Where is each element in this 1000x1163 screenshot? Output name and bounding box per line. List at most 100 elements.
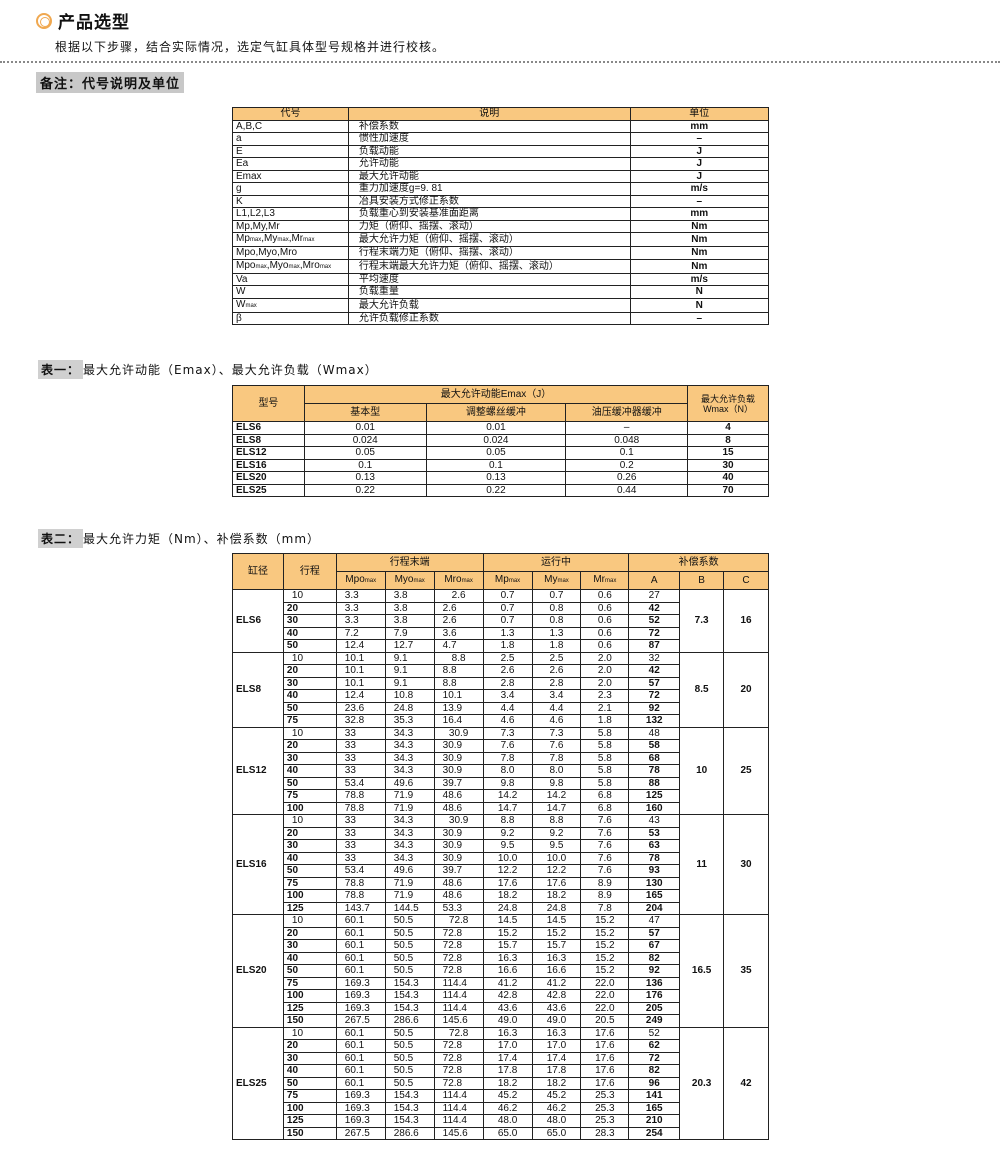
value-cell: 72.8 — [433, 964, 484, 978]
code-cell: Emax — [232, 169, 349, 183]
value-cell: 48 — [628, 726, 681, 740]
coefficient-b-cell: 11 — [679, 814, 725, 915]
value-cell: 24.8 — [531, 901, 582, 915]
value-cell: 15.2 — [580, 951, 630, 965]
table-row: Va 平均速度 m/s — [232, 272, 770, 286]
unit-cell: Nm — [629, 258, 770, 274]
value-cell: 4.4 — [482, 701, 533, 715]
stroke-cell: 10 — [282, 726, 337, 740]
column-header: Mymax — [531, 571, 582, 590]
value-cell: 9.5 — [531, 839, 582, 853]
table-row: 75 169.3 154.3 114.4 45.2 45.2 25.3 141 — [233, 1089, 769, 1103]
caption-text: 最大允许动能（Emax）、最大允许负载（Wmax） — [83, 363, 378, 377]
value-cell: 286.6 — [384, 1014, 435, 1028]
dotted-divider — [0, 61, 1000, 63]
value-cell: 33 — [335, 764, 386, 778]
model-cell: ELS16 — [232, 458, 305, 472]
value-cell: 0.22 — [425, 483, 567, 497]
value-cell: 18.2 — [482, 1076, 533, 1090]
stroke-cell: 100 — [282, 989, 337, 1003]
table-row: Ea 允许动能 J — [232, 157, 770, 171]
table-row: 125 169.3 154.3 114.4 43.6 43.6 22.0 205 — [233, 1001, 769, 1015]
value-cell: 0.024 — [303, 433, 427, 447]
value-cell: 33 — [335, 726, 386, 740]
description-cell: 平均速度 — [347, 272, 631, 286]
unit-cell: Nm — [629, 219, 770, 233]
value-cell: 3.8 — [384, 601, 435, 615]
value-cell: 12.2 — [531, 864, 582, 878]
model-cell: ELS12 — [232, 446, 305, 460]
value-cell: 7.3 — [531, 726, 582, 740]
value-cell: 7.3 — [482, 726, 533, 740]
value-cell: 144.5 — [384, 901, 435, 915]
code-cell: Wmax — [232, 297, 349, 313]
code-text: Ea — [236, 158, 249, 170]
table-row: ELS16 10 33 34.3 30.9 8.8 8.8 7.6 43 11 30 — [232, 814, 769, 915]
description-cell: 负载重心到安装基准面距离 — [347, 207, 631, 221]
value-cell: 48.6 — [433, 876, 484, 890]
value-cell: 7.6 — [580, 814, 630, 828]
table-row: 20 60.1 50.5 72.8 15.2 15.2 15.2 57 — [233, 926, 769, 940]
value-cell: 6.8 — [580, 801, 630, 815]
value-cell: 14.7 — [482, 801, 533, 815]
value-cell: 136 — [628, 976, 681, 990]
value-cell: 169.3 — [335, 989, 386, 1003]
code-text: Mr — [593, 574, 606, 585]
value-cell: 7.2 — [335, 626, 386, 640]
value-cell: 205 — [628, 1001, 681, 1015]
stroke-cell: 150 — [282, 1126, 337, 1140]
code-text: Mp — [494, 574, 509, 585]
value-cell: 43.6 — [531, 1001, 582, 1015]
value-cell: 5.8 — [580, 764, 630, 778]
stroke-cell: 10 — [282, 589, 337, 603]
code-cell: Va — [232, 272, 349, 286]
value-cell: 7.6 — [580, 864, 630, 878]
value-cell: 12.2 — [482, 864, 533, 878]
value-cell: 114.4 — [433, 989, 484, 1003]
stroke-cell: 125 — [282, 1114, 337, 1128]
value-cell: 32 — [628, 651, 681, 665]
code-text: Mro — [444, 574, 462, 585]
description-cell: 力矩（俯仰、摇摆、滚动） — [347, 219, 631, 233]
value-cell: 10.0 — [482, 851, 533, 865]
value-cell: 5.8 — [580, 726, 630, 740]
intro-text: 根据以下步骤，结合实际情况，选定气缸具体型号规格并进行校核。 — [55, 40, 446, 54]
value-cell: 30.9 — [433, 726, 484, 740]
code-text: ,Mr — [288, 233, 304, 244]
section-title: 产品选型 — [36, 8, 130, 33]
value-cell: 49.6 — [384, 864, 435, 878]
codes-table: 代号 说明 单位 A,B,C 补偿系数 mm a 惯性加速度 – E 负载动能 J Ea 允许动能 J… — [232, 107, 770, 325]
value-cell: 5.8 — [580, 776, 630, 790]
column-header: 说明 — [347, 107, 631, 121]
code-text: ,Myo — [266, 259, 289, 271]
code-text: β — [236, 312, 242, 324]
table-row: Mpmax,Mymax,Mrmax 最大允许力矩（俯仰、摇摆、滚动） Nm — [232, 232, 770, 247]
value-cell: 169.3 — [335, 1101, 386, 1115]
value-cell: 87 — [628, 639, 681, 653]
column-header: Mromax — [433, 571, 484, 590]
stroke-cell: 75 — [282, 714, 337, 728]
value-cell: 114.4 — [433, 976, 484, 990]
value-cell: 16.3 — [531, 1026, 582, 1040]
value-cell: 15.2 — [482, 926, 533, 940]
description-cell: 最大允许负载 — [347, 297, 631, 313]
code-text: ,Mro — [299, 259, 320, 271]
value-cell: 78.8 — [335, 889, 386, 903]
table-row: 150 267.5 286.6 145.6 65.0 65.0 28.3 254 — [233, 1126, 769, 1140]
value-cell: 49.6 — [384, 776, 435, 790]
stroke-cell: 10 — [282, 914, 337, 928]
value-cell: 39.7 — [433, 776, 484, 790]
table-row: L1,L2,L3 负载重心到安装基准面距离 mm — [232, 207, 770, 221]
coefficient-b-cell: 10 — [679, 726, 725, 815]
unit-cell: mm — [629, 207, 770, 221]
value-cell: 49.0 — [482, 1014, 533, 1028]
value-cell: 12.4 — [335, 689, 386, 703]
value-cell: 13.9 — [433, 701, 484, 715]
code-cell: Mpo,Myo,Mro — [232, 246, 349, 260]
value-cell: 41.2 — [482, 976, 533, 990]
value-cell: 72.8 — [433, 939, 484, 953]
code-cell: β — [232, 311, 349, 325]
value-cell: 27 — [628, 589, 681, 603]
value-cell: 6.8 — [580, 789, 630, 803]
table-row: ELS8 10 10.1 9.1 8.8 2.5 2.5 2.0 32 8.5 20 — [232, 651, 769, 728]
